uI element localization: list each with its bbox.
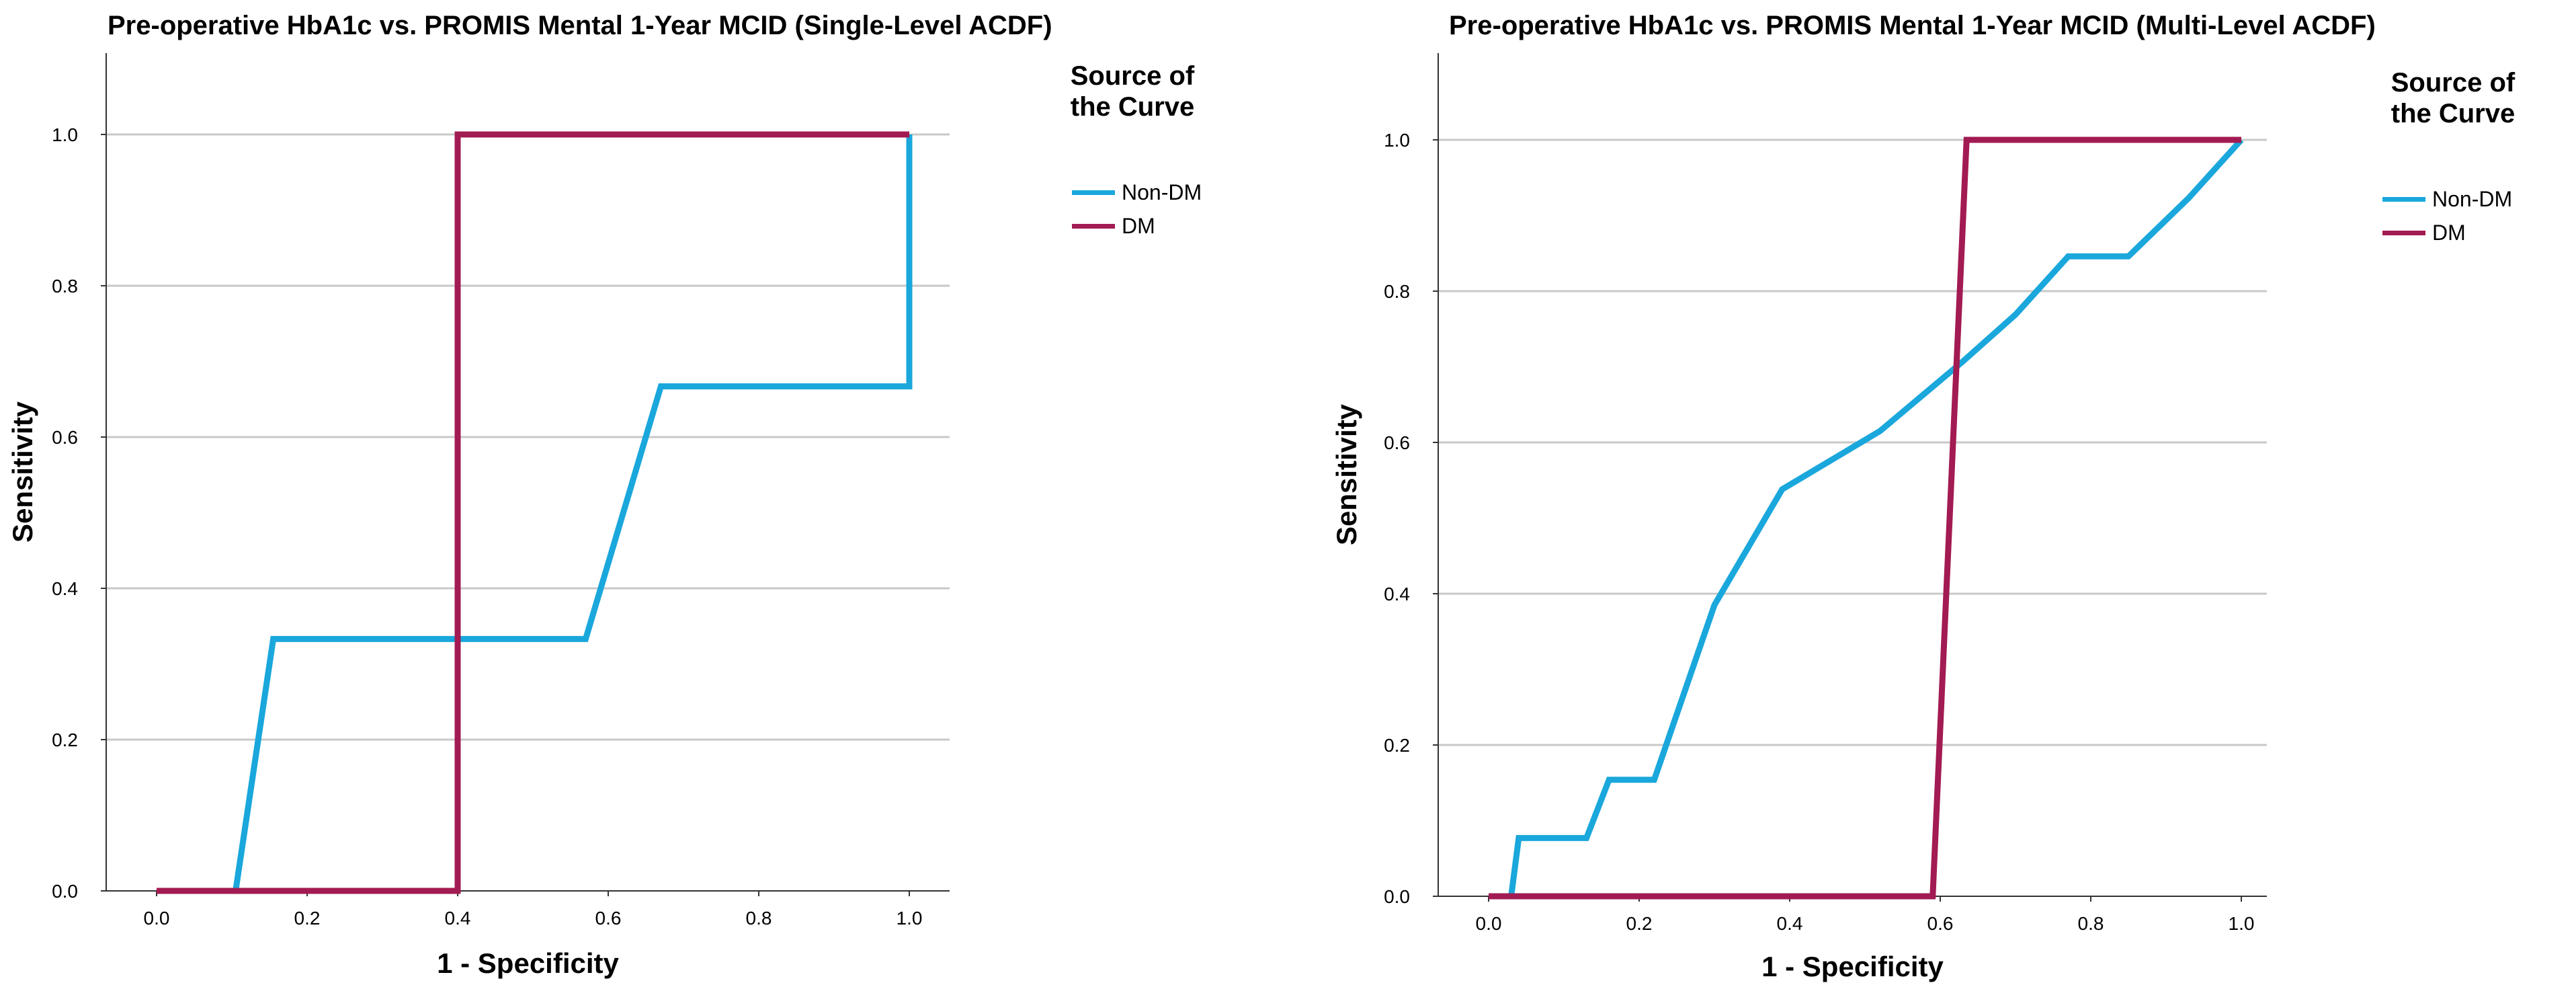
x-tick-label: 0.4 (1777, 913, 1803, 934)
x-axis-label: 1 - Specificity (437, 947, 619, 979)
x-tick-label: 0.0 (1476, 913, 1502, 934)
legend-item-non-dm: Non-DM (1072, 180, 1202, 205)
x-tick-label: 0.4 (445, 908, 471, 929)
axis-frame (1438, 53, 2267, 897)
x-tick-label: 0.8 (2078, 913, 2104, 934)
legend-title: Source of the Curve (1070, 61, 1195, 122)
x-tick-label: 0.6 (1927, 913, 1954, 934)
x-tick-label: 0.0 (144, 908, 170, 929)
legend-swatch-non-dm (1072, 190, 1115, 195)
chart-title: Pre-operative HbA1c vs. PROMIS Mental 1-… (108, 11, 1052, 40)
x-tick-label: 0.6 (595, 908, 622, 929)
x-tick-label: 0.2 (294, 908, 321, 929)
y-axis-label: Sensitivity (7, 401, 38, 543)
y-tick-label: 0.2 (52, 730, 78, 750)
legend-title: Source of the Curve (2391, 68, 2516, 128)
series-line-dm (157, 131, 909, 894)
y-axis-label: Sensitivity (1331, 403, 1362, 545)
legend-swatch-dm (1072, 224, 1115, 229)
legend-label-non-dm: Non-DM (1122, 180, 1202, 204)
legend-label-dm: DM (1122, 214, 1155, 238)
plot-area: 0.0 0.2 0.4 0.6 0.8 1.0 0.0 0.2 0.4 0.6 0.8 1.0 1 - … (1331, 53, 2267, 982)
legend-swatch-dm (2382, 231, 2425, 235)
legend-item-dm: DM (1072, 214, 1155, 239)
legend-swatch-non-dm (2382, 197, 2425, 202)
series-line-non-dm (1489, 137, 2244, 900)
y-tick-label: 0.8 (52, 276, 78, 297)
chart-panel-multi-level: Pre-operative HbA1c vs. PROMIS Mental 1-… (1317, 0, 2576, 983)
legend-label-dm: DM (2432, 221, 2466, 245)
x-axis-label: 1 - Specificity (1761, 951, 1944, 982)
x-tick-label: 1.0 (2229, 913, 2255, 934)
y-tick-label: 0.4 (1384, 584, 1410, 604)
x-tick-label: 0.8 (746, 908, 772, 929)
y-tick-label: 0.6 (1384, 432, 1410, 453)
chart-title: Pre-operative HbA1c vs. PROMIS Mental 1-… (1449, 11, 2376, 40)
x-tick-label: 1.0 (897, 908, 923, 929)
y-tick-label: 0.8 (1384, 281, 1410, 302)
series-line-dm (1489, 136, 2241, 900)
y-tick-label: 0.0 (1384, 886, 1410, 907)
series-line-non-dm (157, 134, 913, 894)
y-tick-label: 1.0 (52, 124, 78, 145)
legend-label-non-dm: Non-DM (2432, 187, 2513, 211)
y-tick-label: 0.0 (52, 881, 78, 902)
y-tick-label: 1.0 (1384, 130, 1410, 151)
legend-item-dm: DM (2382, 221, 2466, 245)
legend-item-non-dm: Non-DM (2382, 187, 2512, 212)
chart-panel-single-level: Pre-operative HbA1c vs. PROMIS Mental 1-… (7, 11, 1202, 979)
plot-area: 0.0 0.2 0.4 0.6 0.8 1.0 0.0 0.2 0.4 0.6 0.8 1.0 1 - … (7, 53, 950, 979)
y-tick-label: 0.2 (1384, 735, 1410, 756)
axis-frame (106, 53, 950, 892)
y-tick-label: 0.6 (52, 427, 78, 448)
x-tick-label: 0.2 (1626, 913, 1653, 934)
y-tick-label: 0.4 (52, 578, 78, 599)
